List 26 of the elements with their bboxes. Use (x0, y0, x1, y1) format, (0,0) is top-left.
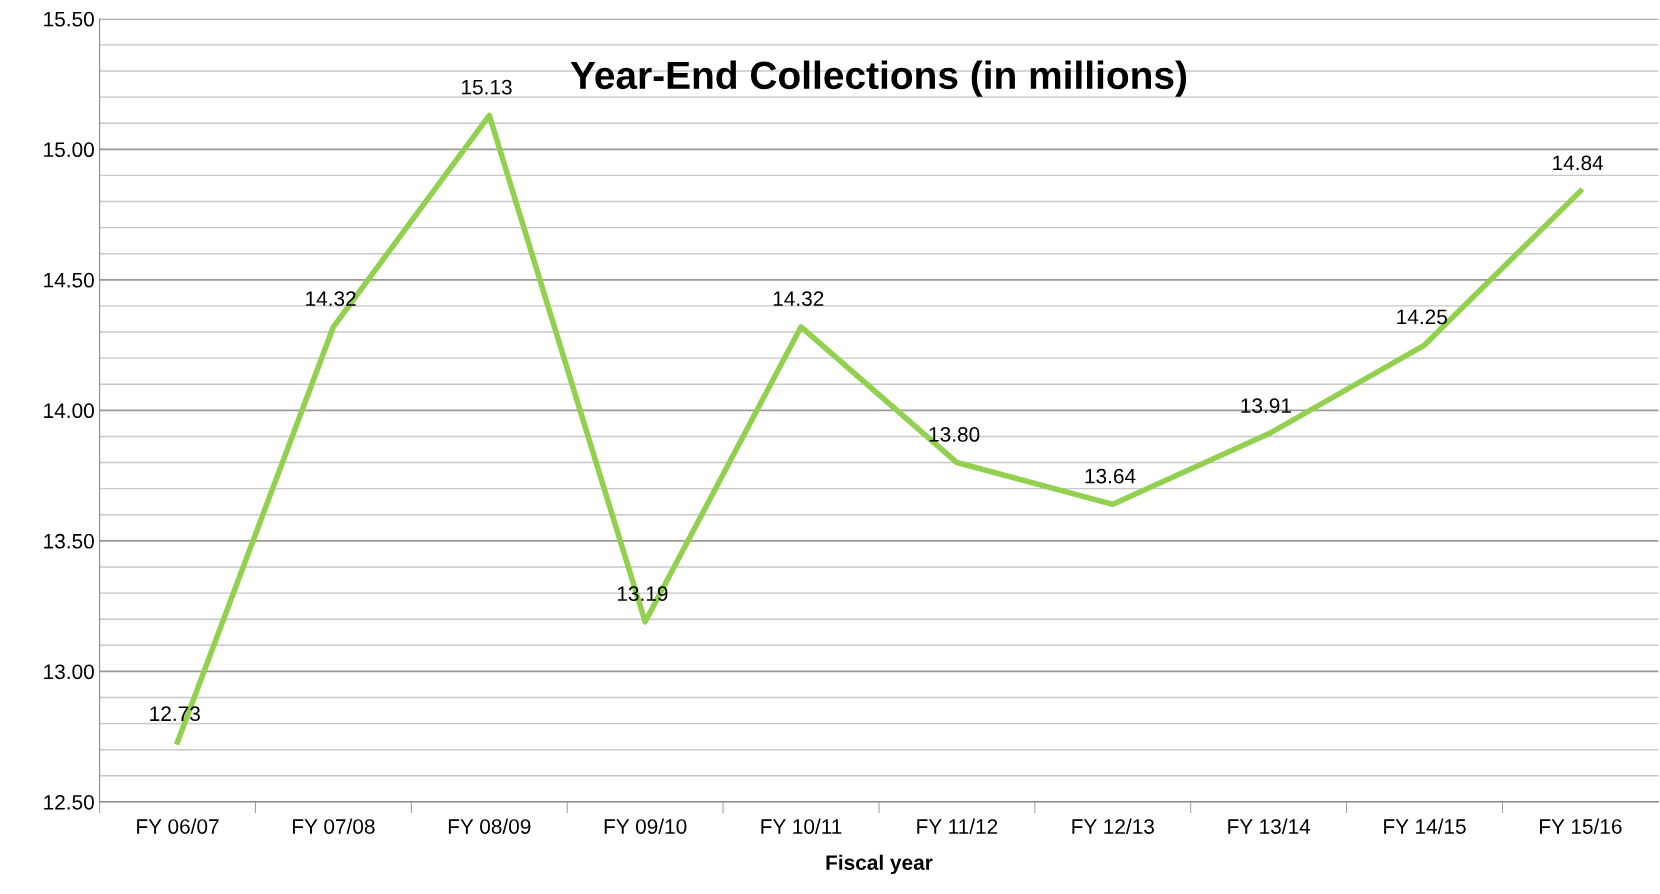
data-label: 14.32 (773, 291, 824, 307)
x-tick-label: FY 09/10 (604, 818, 687, 834)
data-label: 13.91 (1241, 398, 1291, 414)
y-tick-label: 15.00 (44, 142, 94, 158)
data-label: 15.13 (462, 79, 512, 95)
y-tick-label: 14.50 (44, 272, 94, 288)
x-tick-label: FY 14/15 (1384, 818, 1466, 834)
y-tick-label: 12.50 (44, 794, 94, 810)
data-label: 13.80 (929, 427, 980, 442)
text: Year-End Collections (in millions) (570, 60, 1187, 97)
x-tick-label: FY 15/16 (1540, 818, 1622, 834)
y-tick-label: 14.00 (44, 403, 94, 419)
data-label: 14.25 (1397, 309, 1447, 325)
y-tick-label: 13.00 (44, 664, 94, 680)
x-tick-label: FY 06/07 (137, 818, 219, 834)
x-tick-label: FY 07/08 (293, 818, 375, 834)
x-tick-label: FY 08/09 (448, 818, 531, 834)
data-label: 14.84 (1553, 155, 1604, 171)
y-tick-label: 13.50 (44, 533, 94, 549)
x-tick-label: FY 10/11 (761, 818, 842, 834)
x-axis-title: Fiscal year (826, 854, 933, 875)
x-tick-label: FY 12/13 (1072, 818, 1154, 834)
y-tick-label: 15.50 (44, 11, 94, 27)
x-tick-label: FY 11/12 (917, 818, 998, 834)
data-label: 13.64 (1085, 468, 1136, 484)
x-tick-label: FY 13/14 (1228, 818, 1311, 834)
